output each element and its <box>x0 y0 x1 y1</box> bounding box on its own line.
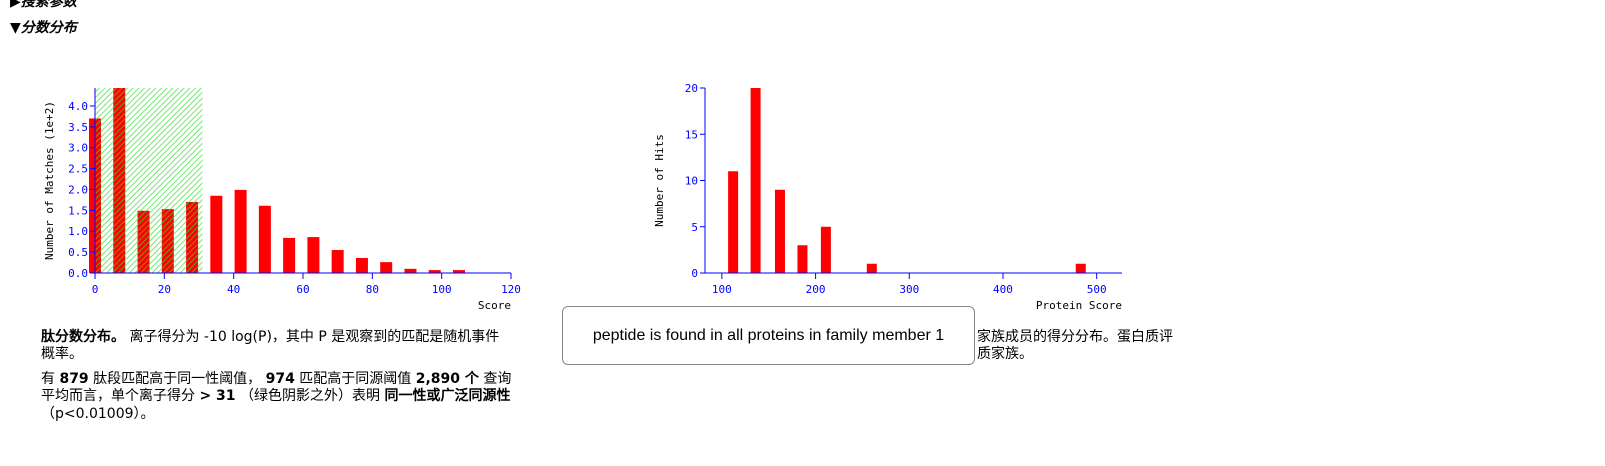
bar <box>283 237 296 273</box>
triangle: ▶ <box>10 0 21 10</box>
caption-bold: 肽分数分布。 <box>41 329 125 345</box>
caption-text: 家族成员的得分分布。蛋白质评 <box>977 329 1173 345</box>
summary-line: 平均而言，单个离子得分 > 31 （绿色阴影之外）表明 同一性或广泛同源性 <box>41 388 510 405</box>
y-tick-label: 5 <box>691 221 698 234</box>
summary-line: 有 879 肽段匹配高于同一性阈值， 974 匹配高于同源阈值 2,890 个 … <box>41 371 511 388</box>
x-tick-label: 100 <box>712 283 732 296</box>
x-tick-label: 80 <box>366 283 379 296</box>
section-title: 搜索参数 <box>20 0 77 10</box>
bar <box>258 205 271 273</box>
bar <box>307 237 320 273</box>
x-tick-label: 300 <box>899 283 919 296</box>
y-tick-label: 2.0 <box>68 183 88 196</box>
bar <box>355 257 368 273</box>
x-tick-label: 60 <box>296 283 309 296</box>
y-tick-label: 1.0 <box>68 225 88 238</box>
bar <box>866 263 877 273</box>
x-axis-label: Protein Score <box>1036 299 1122 312</box>
y-tick-label: 1.5 <box>68 204 88 217</box>
y-tick-label: 0.0 <box>68 267 88 280</box>
bar <box>234 189 247 273</box>
text: （绿色阴影之外）表明 <box>240 388 380 404</box>
text: 有 <box>41 371 55 387</box>
bar <box>728 171 739 273</box>
caption-text: 离子得分为 -10 log(P)，其中 P 是观察到的匹配是随机事件 <box>129 329 500 345</box>
y-tick-label: 15 <box>685 128 698 141</box>
bar <box>774 189 785 273</box>
y-tick-label: 3.0 <box>68 142 88 155</box>
caption-text: 概率。 <box>41 346 83 362</box>
x-tick-label: 20 <box>158 283 171 296</box>
bar <box>428 270 441 273</box>
bar <box>404 268 417 273</box>
bar <box>210 195 223 273</box>
text: 匹配高于同源阈值 <box>299 371 412 387</box>
tooltip: peptide is found in all proteins in fami… <box>562 306 975 365</box>
caption-line: 质家族。 <box>977 346 1033 363</box>
x-tick-label: 100 <box>432 283 452 296</box>
y-tick-label: 4.0 <box>68 100 88 113</box>
caption-line: 家族成员的得分分布。蛋白质评 <box>977 329 1173 346</box>
x-tick-label: 120 <box>501 283 521 296</box>
section-title: 分数分布 <box>20 20 77 36</box>
bar <box>797 245 808 273</box>
summary-line: （p<0.01009）。 <box>41 406 155 423</box>
number: 879 <box>59 371 89 387</box>
text: （p<0.01009）。 <box>41 406 155 422</box>
caption-text: 质家族。 <box>977 346 1033 362</box>
bar <box>820 226 831 273</box>
x-tick-label: 200 <box>806 283 826 296</box>
section-header[interactable]: ▶搜索参数 <box>10 0 77 11</box>
bar <box>750 88 761 273</box>
bar <box>1075 263 1086 273</box>
bar <box>380 262 393 273</box>
x-tick-label: 400 <box>993 283 1013 296</box>
y-tick-label: 0.5 <box>68 246 88 259</box>
x-tick-label: 500 <box>1087 283 1107 296</box>
x-axis-label: Score <box>478 299 511 312</box>
text: 肽段匹配高于同一性阈值， <box>93 371 262 387</box>
y-axis-label: Number of Hits <box>653 134 666 227</box>
caption-line: 肽分数分布。 离子得分为 -10 log(P)，其中 P 是观察到的匹配是随机事… <box>41 329 499 346</box>
text: 平均而言，单个离子得分 <box>41 388 195 404</box>
y-axis-label: Number of Matches (1e+2) <box>43 101 56 260</box>
y-tick-label: 3.5 <box>68 121 88 134</box>
number: 974 <box>265 371 295 387</box>
tooltip-text: peptide is found in all proteins in fami… <box>592 326 945 344</box>
number: > 31 <box>199 388 236 404</box>
bar <box>331 250 344 273</box>
bar <box>453 270 465 273</box>
triangle: ▼ <box>10 20 21 36</box>
y-tick-label: 2.5 <box>68 163 88 176</box>
x-tick-label: 40 <box>227 283 240 296</box>
number: 2,890 个 <box>415 371 479 387</box>
text: 查询 <box>483 371 512 387</box>
caption-line: 概率。 <box>41 346 83 363</box>
text: 同一性或广泛同源性 <box>384 388 511 404</box>
section-header[interactable]: ▼分数分布 <box>10 17 77 37</box>
y-tick-label: 20 <box>685 82 698 95</box>
y-tick-label: 0 <box>691 267 698 280</box>
shaded-region <box>95 88 203 273</box>
x-tick-label: 0 <box>92 283 99 296</box>
y-tick-label: 10 <box>685 175 698 188</box>
